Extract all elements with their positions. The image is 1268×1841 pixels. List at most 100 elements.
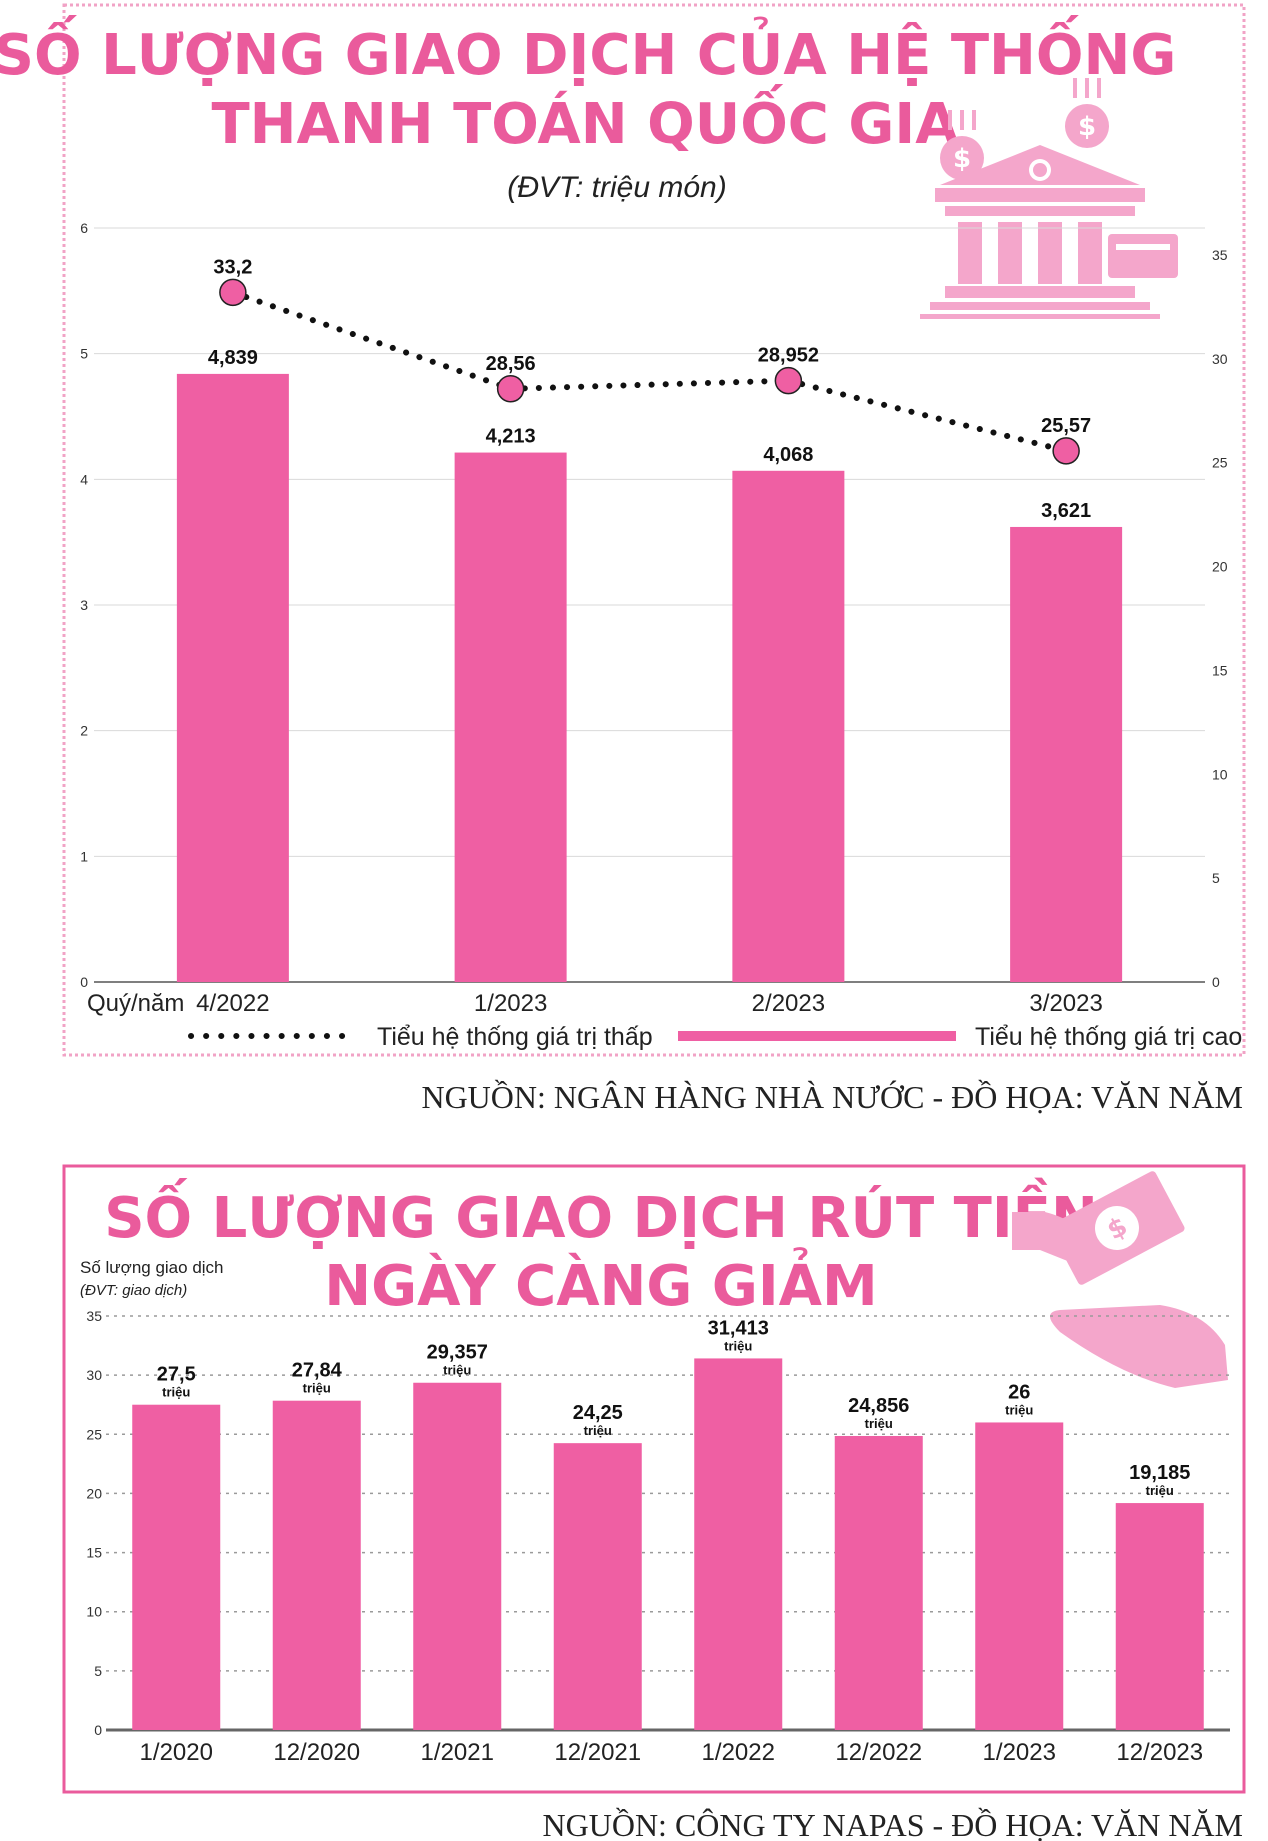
chart1-x-axis: 4/2022 1/2023 2/2023 3/2023 xyxy=(196,990,1103,1017)
chart2-bar xyxy=(975,1422,1064,1730)
chart2-bar-unit-label: triệu xyxy=(443,1363,471,1378)
chart1-y-axis: 0 1 2 3 4 5 6 xyxy=(80,220,88,990)
chart2-x-tick-label: 12/2022 xyxy=(835,1739,922,1766)
chart1-y2-tick-label: 5 xyxy=(1212,870,1220,886)
legend-bar-swatch xyxy=(678,1031,956,1041)
chart1-line-value-label: 25,57 xyxy=(1041,415,1091,437)
chart2-y-axis-title: Số lượng giao dịch xyxy=(80,1258,224,1277)
chart2-bar xyxy=(1115,1503,1204,1730)
svg-text:$: $ xyxy=(1078,112,1096,142)
chart1-line-point xyxy=(1052,437,1080,465)
chart2-x-tick-label: 12/2020 xyxy=(273,1739,360,1766)
chart1-line-point xyxy=(219,278,247,307)
chart1-bar-value-label: 4,839 xyxy=(208,347,258,369)
chart1-line-value-label: 28,56 xyxy=(486,353,536,375)
chart1-bar xyxy=(454,452,567,982)
chart2-bar-value-label: 29,357 xyxy=(427,1342,488,1364)
chart2-y-tick-label: 0 xyxy=(94,1722,102,1738)
chart1-y2-tick-label: 35 xyxy=(1212,247,1228,263)
chart1-y2-tick-label: 0 xyxy=(1212,974,1220,990)
chart1-line-segment xyxy=(507,377,792,392)
chart2-bar-unit-label: triệu xyxy=(584,1423,612,1438)
svg-text:$: $ xyxy=(953,144,971,174)
chart2-bar xyxy=(413,1382,502,1730)
chart1-bar xyxy=(176,373,289,982)
chart1-x-tick-label: 2/2023 xyxy=(752,990,825,1017)
chart1-bar xyxy=(1010,526,1123,982)
chart1-y-tick-label: 5 xyxy=(80,346,88,362)
chart2-title-line2: NGÀY CÀNG GIẢM xyxy=(324,1248,878,1319)
chart1-y2-axis: 0 5 10 15 20 25 30 35 xyxy=(1212,247,1228,990)
chart1-y2-tick-label: 10 xyxy=(1212,766,1228,782)
chart1-source: NGUỒN: NGÂN HÀNG NHÀ NƯỚC - ĐỒ HỌA: VĂN … xyxy=(421,1079,1243,1115)
chart2-unit: (ĐVT: giao dịch) xyxy=(80,1282,187,1299)
chart1-line-value-label: 33,2 xyxy=(213,256,252,278)
chart1-x-tick-label: 3/2023 xyxy=(1029,990,1102,1017)
chart2-x-tick-label: 12/2023 xyxy=(1116,1739,1203,1766)
chart2-bar xyxy=(132,1404,221,1730)
chart2-y-tick-label: 20 xyxy=(86,1485,102,1501)
chart1-bar xyxy=(732,470,845,982)
chart2-frame xyxy=(62,1164,1246,1794)
chart2-bar-unit-label: triệu xyxy=(162,1385,190,1400)
chart2-title-line1: SỐ LƯỢNG GIAO DỊCH RÚT TIỀN xyxy=(104,1179,1098,1251)
chart2-bar-value-label: 24,25 xyxy=(573,1402,623,1424)
chart1-line-point xyxy=(774,366,803,395)
chart1-bar-value-label: 4,068 xyxy=(763,444,813,466)
chart2-y-tick-label: 35 xyxy=(86,1308,102,1324)
chart2-bar-unit-label: triệu xyxy=(1005,1402,1033,1417)
chart2-bar-unit-label: triệu xyxy=(303,1381,331,1396)
chart1-bar-value-label: 3,621 xyxy=(1041,500,1091,522)
chart2-bars: 27,5triệu27,84triệu29,357triệu24,25triệu… xyxy=(132,1317,1204,1730)
chart2-y-axis: 0 5 10 15 20 25 30 35 xyxy=(86,1308,102,1738)
chart1-bar-value-label: 4,213 xyxy=(486,426,536,448)
chart1-x-tick-label: 4/2022 xyxy=(196,990,269,1017)
chart2-x-tick-label: 1/2021 xyxy=(421,1739,494,1766)
chart2-bar-value-label: 31,413 xyxy=(708,1317,769,1339)
chart2-bar-unit-label: triệu xyxy=(724,1338,752,1353)
chart1-title-line2: THANH TOÁN QUỐC GIA xyxy=(211,85,959,157)
chart2-y-tick-label: 25 xyxy=(86,1426,102,1442)
chart1-y-tick-label: 0 xyxy=(80,974,88,990)
chart1-frame xyxy=(62,3,1246,1057)
chart2-bar-value-label: 26 xyxy=(1008,1381,1030,1403)
chart1-y-tick-label: 4 xyxy=(80,471,88,487)
chart1-line-value-label: 28,952 xyxy=(758,345,819,367)
chart2-bar-unit-label: triệu xyxy=(865,1416,893,1431)
chart1-y2-tick-label: 20 xyxy=(1212,559,1228,575)
chart2-bar xyxy=(553,1443,642,1730)
chart2-y-tick-label: 15 xyxy=(86,1545,102,1561)
chart2-x-tick-label: 1/2022 xyxy=(702,1739,775,1766)
chart2-bar-value-label: 27,84 xyxy=(292,1360,343,1382)
chart2-bar-value-label: 27,5 xyxy=(157,1364,196,1386)
chart1-line-series: 33,2 28,56 28,952 25,57 xyxy=(213,256,1091,465)
chart2-x-axis: 1/2020 12/2020 1/2021 12/2021 1/2022 12/2022 1… xyxy=(140,1739,1204,1766)
legend-low-label: Tiểu hệ thống giá trị thấp xyxy=(377,1023,653,1051)
chart1-legend: Tiểu hệ thống giá trị thấp Tiểu hệ thống… xyxy=(188,1023,1242,1051)
chart2-y-tick-label: 30 xyxy=(86,1367,102,1383)
chart1-x-tick-label: 1/2023 xyxy=(474,990,547,1017)
chart1-y2-tick-label: 30 xyxy=(1212,351,1228,367)
chart2-bar-value-label: 19,185 xyxy=(1129,1462,1190,1484)
chart2-x-tick-label: 1/2023 xyxy=(983,1739,1056,1766)
chart2-bar xyxy=(694,1358,783,1730)
chart1-bars: 4,839 4,213 4,068 3,621 xyxy=(176,347,1123,982)
chart1-y2-tick-label: 15 xyxy=(1212,662,1228,678)
chart2-x-tick-label: 12/2021 xyxy=(554,1739,641,1766)
chart1-title-line1: SỐ LƯỢNG GIAO DỊCH CỦA HỆ THỐNG xyxy=(0,16,1176,88)
chart2-y-tick-label: 10 xyxy=(86,1604,102,1620)
chart1-y-tick-label: 2 xyxy=(80,723,88,739)
chart2-y-tick-label: 5 xyxy=(94,1663,102,1679)
legend-high-label: Tiểu hệ thống giá trị cao xyxy=(975,1023,1242,1051)
cash-hand-icon: $ xyxy=(1012,1171,1228,1388)
chart1-y-tick-label: 6 xyxy=(80,220,88,236)
bank-icon: $ $ xyxy=(920,78,1178,319)
chart2-bar xyxy=(272,1400,361,1730)
chart2-source: NGUỒN: CÔNG TY NAPAS - ĐỒ HỌA: VĂN NĂM xyxy=(543,1807,1244,1841)
chart1-unit: (ĐVT: triệu món) xyxy=(507,171,726,204)
chart2-bar xyxy=(834,1435,923,1730)
chart1-line-segment xyxy=(785,377,1070,454)
chart1-x-axis-title: Quý/năm xyxy=(87,990,184,1017)
chart2-bar-unit-label: triệu xyxy=(1146,1483,1174,1498)
